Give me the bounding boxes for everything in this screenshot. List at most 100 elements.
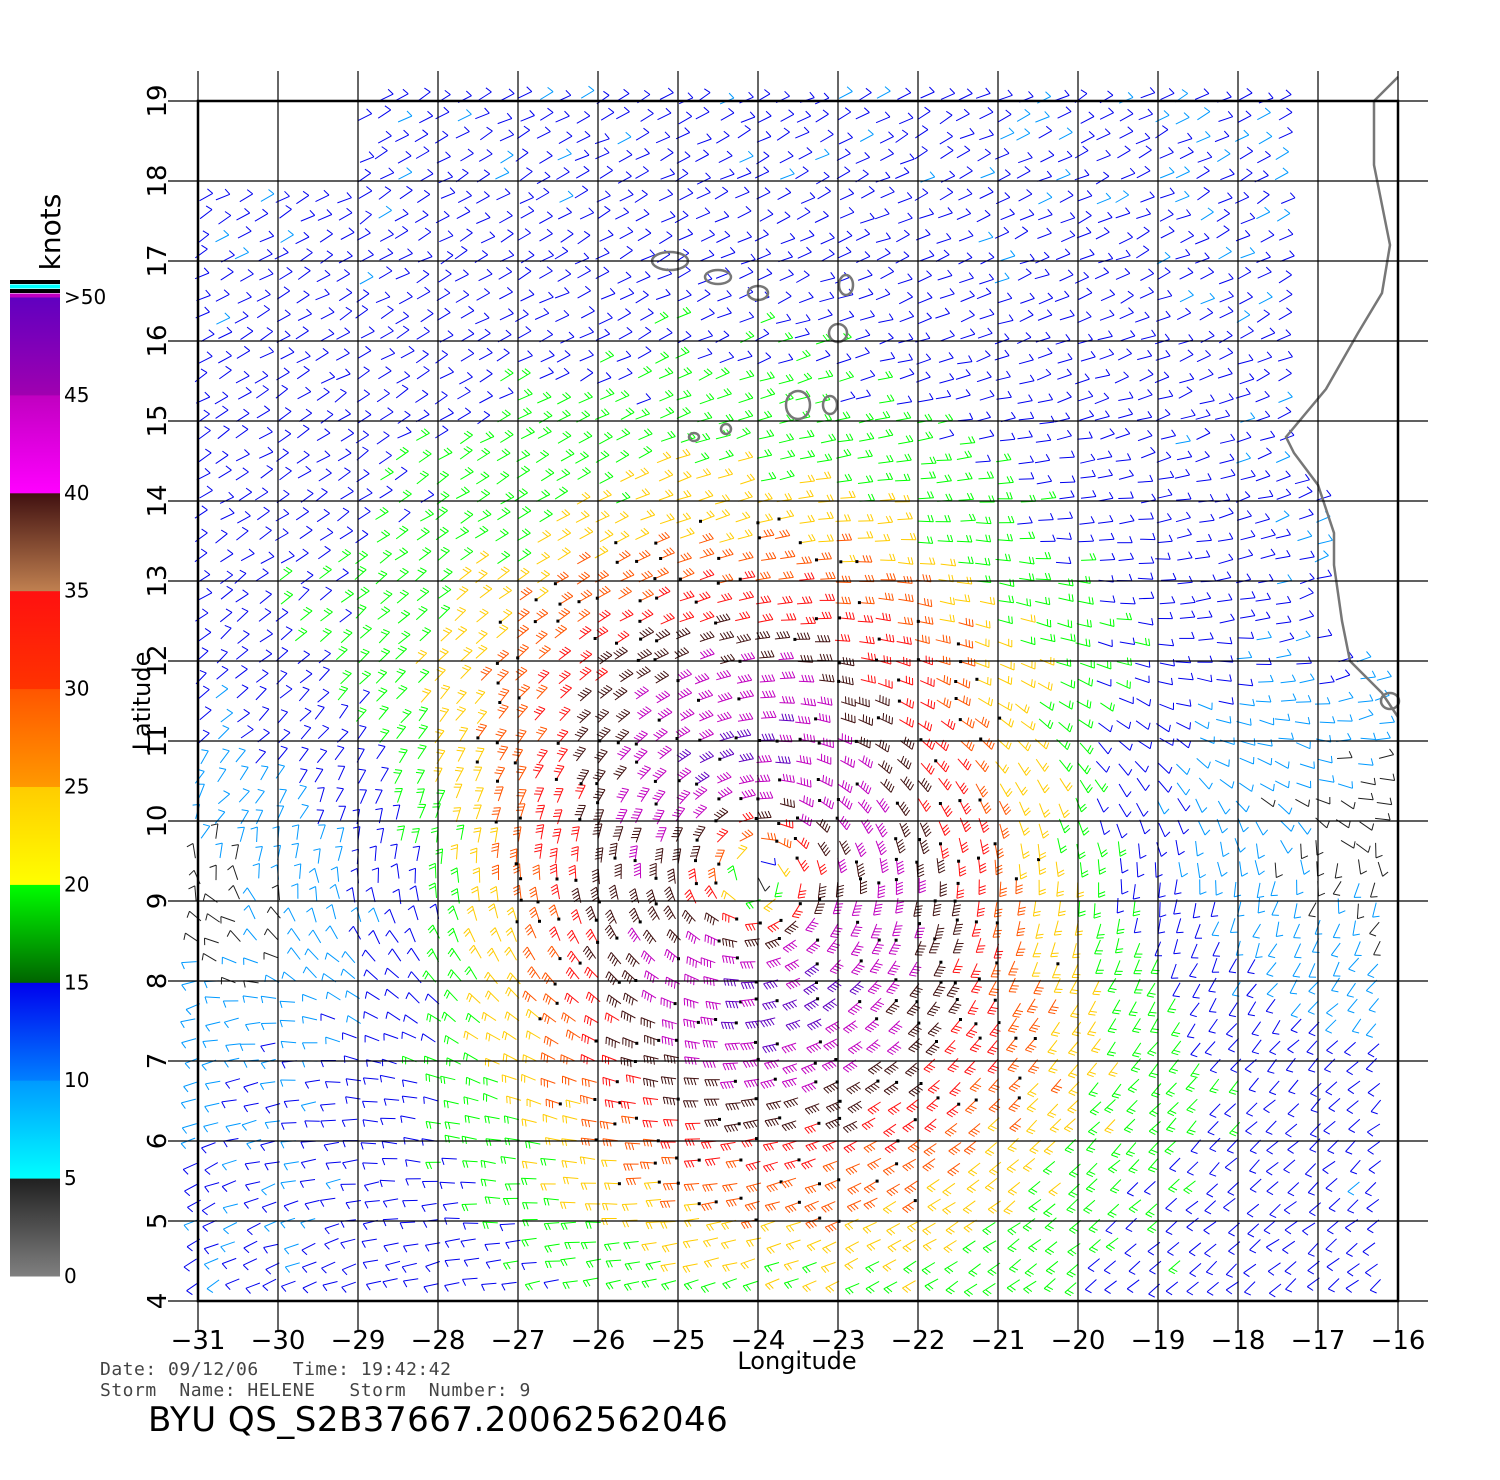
wind-barb (1356, 651, 1372, 663)
wind-barb (502, 1260, 519, 1270)
wind-barb (781, 1042, 797, 1054)
rain-flag (615, 560, 619, 564)
wind-barb (462, 1277, 478, 1286)
wind-barb (854, 696, 870, 708)
wind-barb (647, 905, 660, 921)
wind-barb (1214, 130, 1230, 143)
wind-barb (1334, 863, 1343, 879)
wind-barb (906, 1000, 921, 1016)
wind-barb (955, 781, 969, 795)
wind-barb (1158, 470, 1175, 480)
wind-barb (534, 586, 549, 602)
wind-barb (362, 1119, 378, 1127)
wind-barb (615, 630, 630, 645)
wind-barb (642, 1097, 659, 1106)
wind-barb (1265, 1120, 1277, 1135)
wind-barb (1138, 512, 1154, 520)
wind-barb (1116, 897, 1124, 914)
wind-barb (225, 1043, 241, 1052)
wind-barb (1099, 618, 1115, 627)
wind-barb (979, 389, 995, 401)
wind-barb (1210, 901, 1219, 917)
wind-barb (1326, 1040, 1339, 1055)
wind-barb (1117, 348, 1132, 361)
wind-barb (209, 864, 217, 881)
wind-barb (679, 590, 695, 602)
wind-barb (379, 229, 394, 242)
wind-barb (418, 724, 429, 740)
wind-barb (215, 684, 229, 699)
wind-barb (678, 111, 693, 125)
wind-barb (219, 748, 230, 764)
wind-barb (915, 125, 929, 139)
wind-barb (799, 429, 815, 439)
wind-barb (1306, 1040, 1318, 1055)
wind-barb (883, 1123, 897, 1138)
wind-barb (1094, 392, 1110, 405)
wind-barb (276, 309, 291, 323)
wind-barb (1347, 1080, 1361, 1095)
wind-barb (499, 250, 515, 262)
wind-barb (259, 526, 272, 540)
wind-barb (536, 551, 551, 565)
wind-barb (1076, 619, 1092, 628)
colorbar-top-stripe (10, 293, 60, 298)
wind-barb (724, 1042, 741, 1051)
wind-barb (683, 1218, 700, 1228)
wind-barb (796, 556, 812, 565)
wind-barb (1328, 1197, 1341, 1212)
wind-barb (662, 1096, 680, 1106)
wind-barb (636, 271, 651, 284)
wind-barb (737, 689, 755, 701)
wind-barb (637, 765, 651, 780)
wind-barb (1138, 145, 1152, 159)
wind-barb (283, 1099, 300, 1109)
wind-barb (516, 624, 530, 639)
wind-barb (436, 491, 450, 505)
wind-barb (1115, 249, 1131, 261)
wind-barb (595, 408, 610, 420)
wind-barb (1119, 126, 1134, 139)
wind-barb (486, 947, 500, 962)
rain-flag (978, 1036, 982, 1040)
rain-flag (678, 577, 682, 581)
wind-barb (800, 192, 816, 204)
wind-barb (1177, 575, 1193, 585)
wind-barb (278, 407, 292, 421)
wind-barb (994, 349, 1010, 361)
wind-barb (663, 1054, 680, 1064)
wind-barb (455, 168, 469, 183)
wind-barb (659, 406, 675, 419)
rain-flag (677, 779, 681, 783)
wind-barb (885, 999, 900, 1015)
wind-barb (1267, 1262, 1281, 1276)
wind-barb (1076, 699, 1092, 709)
wind-barb (637, 346, 652, 359)
rain-flag (653, 577, 657, 581)
wind-barb (316, 748, 328, 764)
wind-barb (555, 367, 570, 380)
wind-barb (577, 285, 591, 299)
rain-flag (955, 998, 959, 1001)
wind-barb (1057, 353, 1073, 364)
wind-barb (630, 827, 642, 843)
wind-barb (851, 901, 863, 916)
wind-barb (935, 634, 951, 644)
wind-barb (800, 697, 817, 707)
wind-barb (1268, 1283, 1282, 1298)
wind-barb (1196, 427, 1211, 440)
wind-barb (764, 1262, 780, 1273)
wind-barb (676, 512, 692, 524)
wind-barb (597, 489, 612, 502)
wind-barb (518, 388, 533, 401)
wind-barb (319, 1197, 336, 1207)
rain-flag (717, 556, 721, 560)
wind-barb (1017, 739, 1032, 752)
wind-barb (215, 529, 228, 544)
wind-barb (258, 426, 273, 440)
wind-barb (476, 471, 490, 485)
wind-barb (1119, 307, 1134, 320)
wind-barb (671, 827, 683, 842)
wind-barb (456, 206, 471, 220)
wind-barb (447, 947, 461, 961)
